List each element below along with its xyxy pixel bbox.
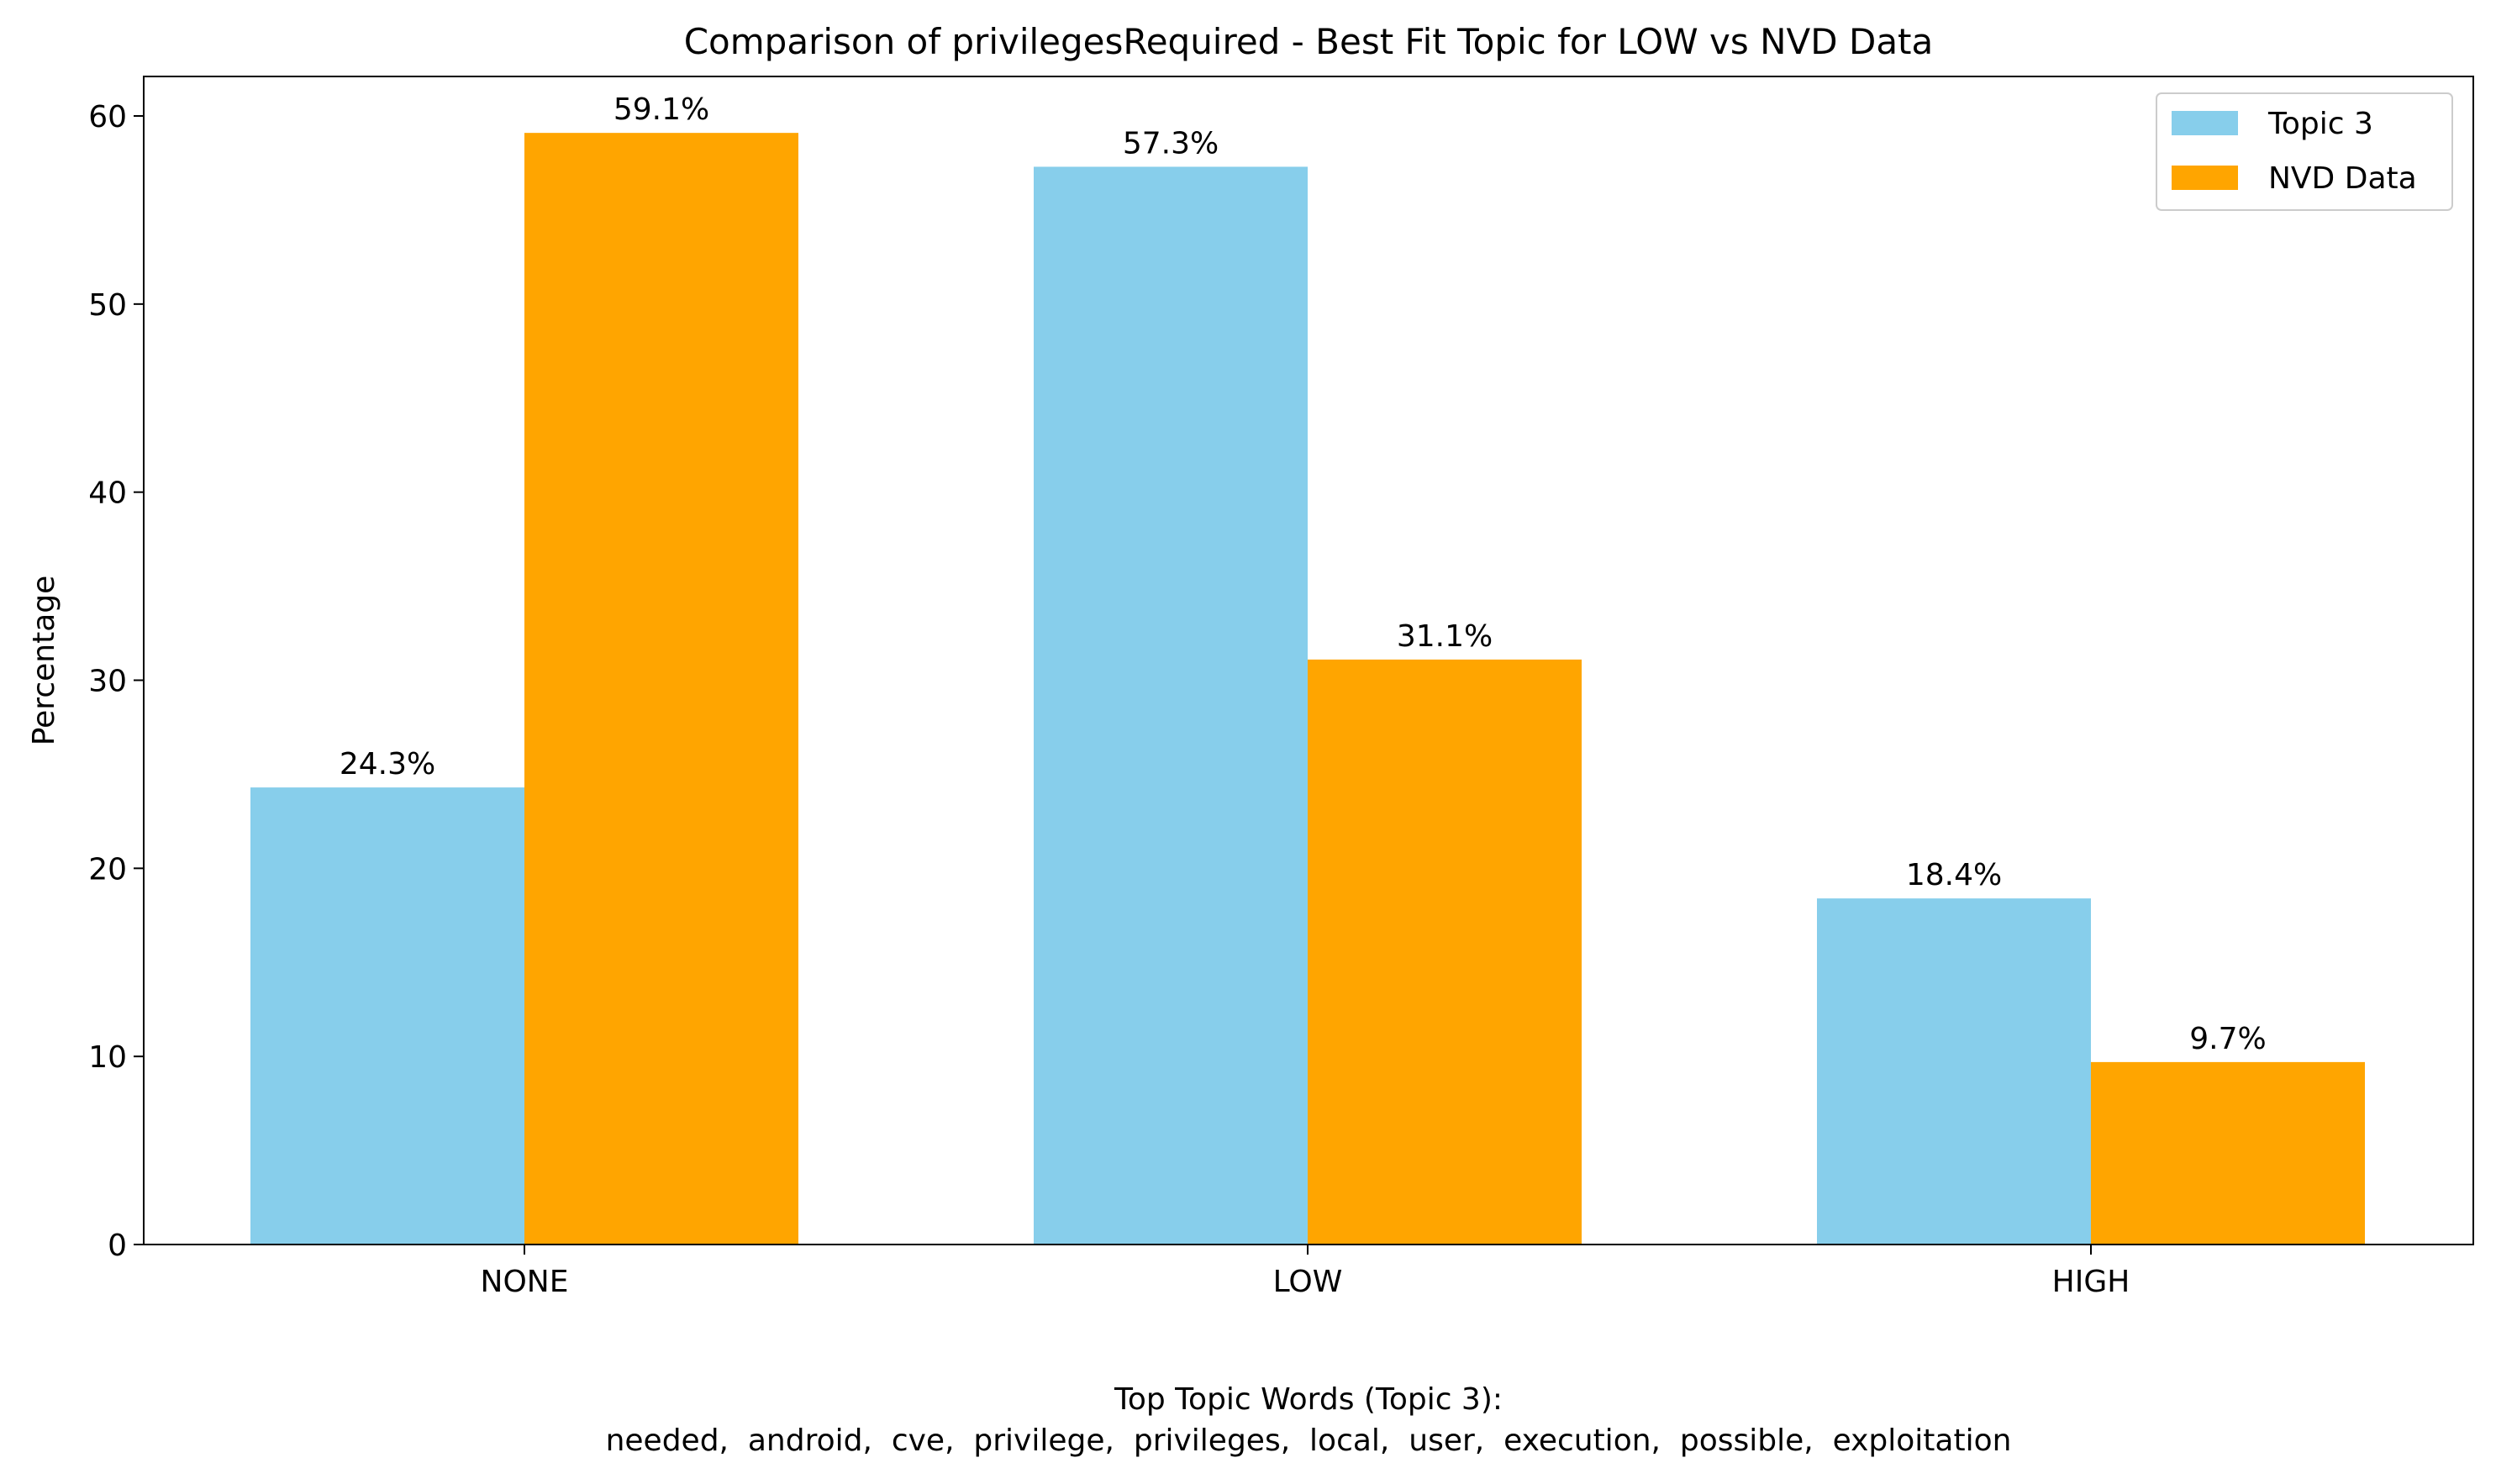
topic-words-list: needed, android, cve, privilege, privile…: [606, 1423, 2012, 1458]
legend-label-nvd-data: NVD Data: [2268, 161, 2417, 196]
y-tick-label: 50: [88, 288, 127, 323]
data-label-topic-3-high: 18.4%: [1906, 858, 2002, 892]
x-tick-label-low: LOW: [1273, 1265, 1343, 1299]
y-tick-label: 40: [88, 476, 127, 511]
x-axis: NONE LOW HIGH: [481, 1245, 2130, 1299]
y-tick-label: 20: [88, 852, 127, 887]
data-label-topic-3-none: 24.3%: [340, 747, 435, 781]
bars-layer: [250, 133, 2365, 1245]
x-tick-label-none: NONE: [481, 1265, 569, 1299]
y-tick-label: 0: [108, 1229, 127, 1263]
x-tick-label-high: HIGH: [2052, 1265, 2130, 1299]
y-tick-label: 30: [88, 665, 127, 699]
y-tick-label: 10: [88, 1040, 127, 1075]
bar-nvd-data-none: [524, 133, 798, 1245]
legend-swatch-nvd-data: [2172, 166, 2238, 190]
y-axis: 0 10 20 30 40 50 60: [88, 100, 144, 1263]
legend: Topic 3 NVD Data: [2156, 92, 2453, 211]
legend-label-topic-3: Topic 3: [2267, 107, 2373, 141]
y-tick-label: 60: [88, 100, 127, 134]
bar-nvd-data-low: [1308, 659, 1582, 1245]
y-axis-label: Percentage: [27, 576, 61, 746]
data-label-nvd-data-none: 59.1%: [613, 92, 709, 127]
topic-words-heading: Top Topic Words (Topic 3):: [1114, 1382, 1503, 1417]
data-label-nvd-data-high: 9.7%: [2189, 1022, 2266, 1056]
bar-topic-3-none: [250, 787, 524, 1245]
chart-title: Comparison of privilegesRequired - Best …: [684, 21, 1934, 62]
data-label-topic-3-low: 57.3%: [1123, 126, 1219, 161]
bar-topic-3-high: [1817, 898, 2091, 1245]
data-labels-layer: 24.3% 57.3% 18.4% 59.1% 31.1% 9.7%: [340, 92, 2267, 1056]
data-label-nvd-data-low: 31.1%: [1397, 619, 1493, 654]
bar-nvd-data-high: [2091, 1061, 2365, 1245]
bar-topic-3-low: [1034, 166, 1308, 1245]
legend-swatch-topic-3: [2172, 111, 2238, 135]
